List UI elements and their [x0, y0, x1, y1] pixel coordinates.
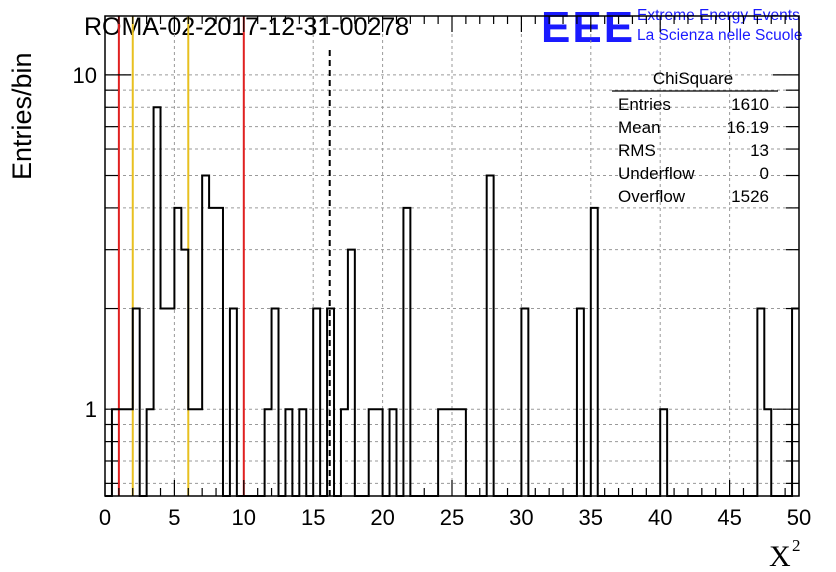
histogram-bin	[285, 409, 292, 496]
x-tick-label: 10	[232, 505, 256, 530]
histogram-bin	[195, 409, 202, 496]
stats-value-underflow: 0	[760, 164, 769, 183]
histogram-bin	[272, 309, 279, 496]
x-axis-label: X 2	[769, 536, 801, 572]
x-tick-label: 20	[370, 505, 394, 530]
histogram-bin	[403, 208, 410, 496]
stats-label-rms: RMS	[618, 141, 656, 160]
stats-value-entries: 1610	[731, 95, 769, 114]
histogram-bin	[313, 309, 320, 496]
x-tick-label: 30	[509, 505, 533, 530]
histogram-bin	[792, 309, 799, 496]
histogram-bin	[174, 208, 181, 496]
x-tick-label: 40	[648, 505, 672, 530]
stats-label-entries: Entries	[618, 95, 671, 114]
x-axis-label-text: X	[769, 540, 791, 572]
histogram-bin	[452, 409, 459, 496]
histogram-bin	[161, 309, 168, 496]
stats-value-overflow: 1526	[731, 187, 769, 206]
histogram-bin	[660, 409, 667, 496]
histogram-bin	[147, 409, 154, 496]
logo-letters: EEE	[541, 3, 635, 52]
histogram-bin	[202, 176, 209, 496]
histogram-bin	[181, 250, 188, 496]
stats-label-underflow: Underflow	[618, 164, 695, 183]
histogram-bin	[577, 309, 584, 496]
histogram-bin	[216, 208, 223, 496]
y-tick-label: 1	[85, 397, 97, 422]
stats-label-mean: Mean	[618, 118, 661, 137]
histogram-bin	[438, 409, 445, 496]
x-axis-label-superscript: 2	[792, 536, 801, 555]
histogram-bin	[265, 409, 272, 496]
stats-box: ChiSquare Entries 1610 Mean 16.19 RMS 13…	[612, 69, 778, 206]
histogram-bin	[188, 409, 195, 496]
x-tick-label: 45	[717, 505, 741, 530]
stats-value-mean: 16.19	[726, 118, 769, 137]
histogram-bin	[376, 409, 383, 496]
histogram-bin	[369, 409, 376, 496]
histogram-bin	[133, 309, 140, 496]
x-tick-label: 5	[168, 505, 180, 530]
x-tick-label: 0	[99, 505, 111, 530]
histogram-bin	[119, 409, 126, 496]
histogram-bin	[327, 309, 334, 496]
histogram-bin	[757, 309, 764, 496]
histogram-bin	[390, 409, 397, 496]
x-tick-label: 25	[440, 505, 464, 530]
x-axis-ticks: 0 5 10 15 20 25 30 35 40 45 50	[99, 16, 811, 530]
y-tick-label: 10	[73, 63, 97, 88]
histogram-bin	[459, 409, 466, 496]
histogram-bin	[487, 176, 494, 496]
x-tick-label: 35	[579, 505, 603, 530]
stats-title: ChiSquare	[653, 69, 733, 88]
histogram-bin	[126, 409, 133, 496]
logo-line-2: La Scienza nelle Scuole	[637, 27, 802, 44]
x-tick-label: 50	[787, 505, 811, 530]
histogram-bin	[154, 107, 161, 496]
histogram-bin	[445, 409, 452, 496]
histogram-bin	[341, 409, 348, 496]
histogram-bin	[348, 250, 355, 496]
histogram-bin	[764, 409, 771, 496]
histogram-bin	[521, 309, 528, 496]
stats-label-overflow: Overflow	[618, 187, 686, 206]
histogram-bin	[230, 309, 237, 496]
histogram-bin	[209, 208, 216, 496]
grid	[105, 16, 799, 496]
histogram-bin	[299, 409, 306, 496]
histogram-bin	[591, 208, 598, 496]
stats-value-rms: 13	[750, 141, 769, 160]
x-tick-label: 15	[301, 505, 325, 530]
eee-logo: EEE Extreme Energy Events La Scienza nel…	[541, 3, 802, 52]
y-axis-label: Entries/bin	[7, 52, 37, 180]
histogram-bin	[167, 309, 174, 496]
y-axis-ticks: 1 10	[73, 63, 799, 484]
